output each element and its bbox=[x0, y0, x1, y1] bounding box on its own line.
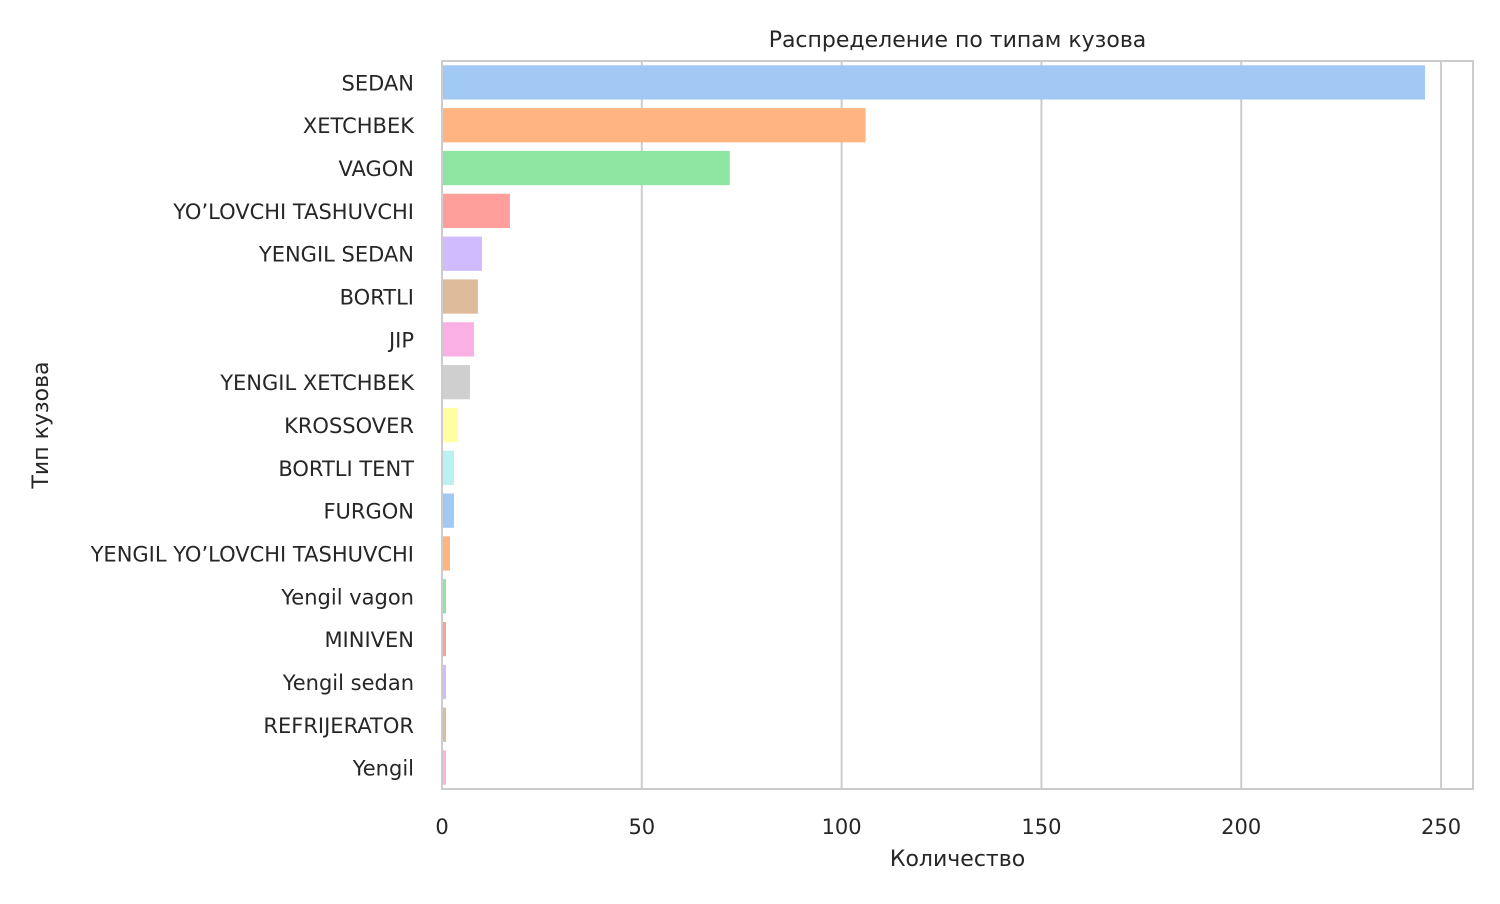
x-tick-label: 200 bbox=[1221, 815, 1261, 839]
bar bbox=[442, 236, 482, 271]
bar bbox=[442, 407, 458, 443]
y-tick-label: SEDAN bbox=[342, 71, 414, 95]
plot-frame bbox=[441, 60, 1474, 790]
y-tick-label: Yengil bbox=[352, 757, 414, 781]
y-tick-label: BORTLI bbox=[340, 286, 414, 310]
bar bbox=[442, 150, 730, 186]
bars bbox=[442, 65, 1426, 785]
y-tick-label: YENGIL XETCHBEK bbox=[219, 371, 415, 395]
bar bbox=[442, 65, 1426, 100]
y-tick-label: YO’LOVCHI TASHUVCHI bbox=[172, 200, 414, 224]
y-axis-label: Тип кузова bbox=[29, 361, 54, 489]
chart-title: Распределение по типам кузова bbox=[769, 28, 1147, 53]
x-tick-label: 0 bbox=[435, 815, 448, 839]
x-tick-label: 100 bbox=[822, 815, 862, 839]
x-tick-label: 50 bbox=[628, 815, 655, 839]
y-tick-labels: SEDAN XETCHBEK VAGON YO’LOVCHI TASHUVCHI YEN… bbox=[90, 71, 416, 780]
bar bbox=[442, 493, 454, 528]
x-axis-label: Количество bbox=[890, 847, 1025, 872]
y-tick-label: YENGIL YO’LOVCHI TASHUVCHI bbox=[90, 542, 414, 566]
bar bbox=[442, 108, 866, 143]
y-tick-label: FURGON bbox=[323, 500, 414, 524]
y-tick-label: XETCHBEK bbox=[303, 114, 415, 138]
bar bbox=[442, 450, 454, 485]
bar bbox=[442, 621, 446, 657]
y-tick-label: BORTLI TENT bbox=[278, 457, 414, 481]
bar bbox=[442, 579, 446, 614]
x-tick-labels: 0 50 100 150 200 250 bbox=[435, 815, 1461, 839]
y-tick-label: Yengil sedan bbox=[282, 671, 414, 695]
y-tick-label: VAGON bbox=[338, 157, 414, 181]
bar bbox=[442, 279, 478, 314]
y-tick-label: JIP bbox=[387, 328, 414, 352]
y-tick-label: MINIVEN bbox=[324, 628, 414, 652]
bar bbox=[442, 536, 450, 571]
bar bbox=[442, 750, 446, 785]
y-tick-label: Yengil vagon bbox=[280, 585, 414, 609]
bar bbox=[442, 365, 470, 400]
bar bbox=[442, 664, 446, 700]
bar bbox=[442, 322, 474, 357]
y-tick-label: KROSSOVER bbox=[284, 414, 414, 438]
y-tick-label: YENGIL SEDAN bbox=[258, 243, 414, 267]
x-tick-label: 250 bbox=[1421, 815, 1461, 839]
x-tick-label: 150 bbox=[1021, 815, 1061, 839]
y-tick-label: REFRIJERATOR bbox=[263, 714, 414, 738]
bar bbox=[442, 193, 510, 229]
bar bbox=[442, 707, 446, 742]
